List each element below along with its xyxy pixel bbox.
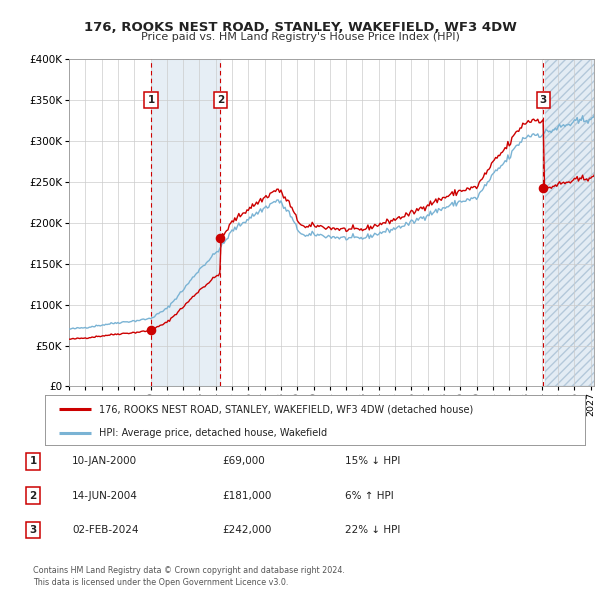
Text: £181,000: £181,000 (222, 491, 271, 500)
Text: 22% ↓ HPI: 22% ↓ HPI (345, 525, 400, 535)
Text: £69,000: £69,000 (222, 457, 265, 466)
Text: 2: 2 (29, 491, 37, 500)
Text: 15% ↓ HPI: 15% ↓ HPI (345, 457, 400, 466)
Text: 1: 1 (29, 457, 37, 466)
Point (215, 234, 225, 243)
Text: 1: 1 (148, 95, 155, 105)
Text: 3: 3 (29, 525, 37, 535)
Text: Contains HM Land Registry data © Crown copyright and database right 2024.
This d: Contains HM Land Registry data © Crown c… (33, 566, 345, 587)
Text: 14-JUN-2004: 14-JUN-2004 (72, 491, 138, 500)
Text: 10-JAN-2000: 10-JAN-2000 (72, 457, 137, 466)
Text: 3: 3 (539, 95, 547, 105)
Point (538, 183, 548, 193)
Text: 6% ↑ HPI: 6% ↑ HPI (345, 491, 394, 500)
Text: HPI: Average price, detached house, Wakefield: HPI: Average price, detached house, Wake… (99, 428, 327, 438)
Text: 02-FEB-2024: 02-FEB-2024 (72, 525, 139, 535)
Text: £242,000: £242,000 (222, 525, 271, 535)
Text: 2: 2 (217, 95, 224, 105)
Point (146, 325, 156, 335)
Text: Price paid vs. HM Land Registry's House Price Index (HPI): Price paid vs. HM Land Registry's House … (140, 32, 460, 42)
Text: 176, ROOKS NEST ROAD, STANLEY, WAKEFIELD, WF3 4DW: 176, ROOKS NEST ROAD, STANLEY, WAKEFIELD… (83, 21, 517, 34)
Text: 176, ROOKS NEST ROAD, STANLEY, WAKEFIELD, WF3 4DW (detached house): 176, ROOKS NEST ROAD, STANLEY, WAKEFIELD… (99, 404, 473, 414)
